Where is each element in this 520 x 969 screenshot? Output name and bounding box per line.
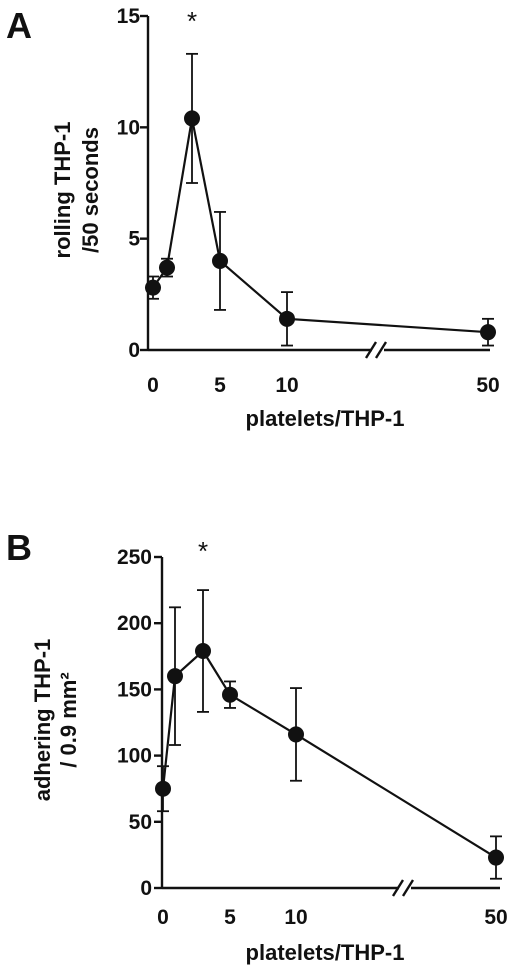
y-axis-label: adhering THP-1 — [30, 639, 55, 802]
x-tick-label: 10 — [275, 374, 298, 397]
axis-break-mark — [364, 341, 378, 359]
x-tick-label: 0 — [157, 906, 169, 929]
data-point — [488, 849, 504, 866]
y-tick-label: 0 — [128, 339, 140, 362]
data-point — [145, 279, 161, 296]
x-tick-label: 5 — [224, 906, 236, 929]
series-line — [152, 118, 489, 334]
y-tick-label: 50 — [129, 811, 152, 834]
data-point — [155, 780, 171, 797]
y-tick-label: 250 — [117, 546, 152, 569]
data-point — [184, 110, 200, 127]
axis-break-mark — [401, 879, 415, 897]
data-point — [480, 324, 496, 341]
series-line — [161, 649, 497, 859]
x-tick-label: 50 — [484, 906, 507, 929]
significance-marker: * — [198, 536, 208, 566]
data-point — [167, 668, 183, 685]
x-axis-label: platelets/THP-1 — [246, 940, 405, 965]
panel-label: A — [6, 5, 32, 46]
panel-b: B adhering THP-1 / 0.9 mm² platelets/THP… — [6, 527, 508, 965]
x-tick-label: 10 — [284, 906, 307, 929]
x-tick-label: 5 — [214, 374, 226, 397]
y-tick-label: 200 — [117, 612, 152, 635]
data-point — [159, 259, 175, 276]
data-point — [279, 310, 295, 327]
y-axis-label: rolling THP-1 — [50, 122, 75, 259]
y-tick-label: 0 — [140, 877, 152, 900]
data-point — [288, 726, 304, 743]
y-tick-label: 100 — [117, 745, 152, 768]
panel-label: B — [6, 527, 32, 568]
data-point — [195, 643, 211, 660]
axis-break-mark — [391, 879, 405, 897]
x-axis-label: platelets/THP-1 — [246, 406, 405, 431]
y-tick-label: 5 — [128, 228, 140, 251]
data-point — [222, 686, 238, 703]
significance-marker: * — [187, 6, 197, 36]
axis-break-mark — [374, 341, 388, 359]
y-axis-label: /50 seconds — [78, 127, 103, 253]
panel-a: A rolling THP-1 /50 seconds platelets/TH… — [6, 5, 500, 431]
y-axis-label: / 0.9 mm² — [56, 672, 81, 767]
x-tick-label: 0 — [147, 374, 159, 397]
y-tick-label: 10 — [117, 116, 140, 139]
y-tick-label: 15 — [117, 5, 141, 28]
y-tick-label: 150 — [117, 678, 152, 701]
x-tick-label: 50 — [476, 374, 499, 397]
data-point — [212, 252, 228, 269]
